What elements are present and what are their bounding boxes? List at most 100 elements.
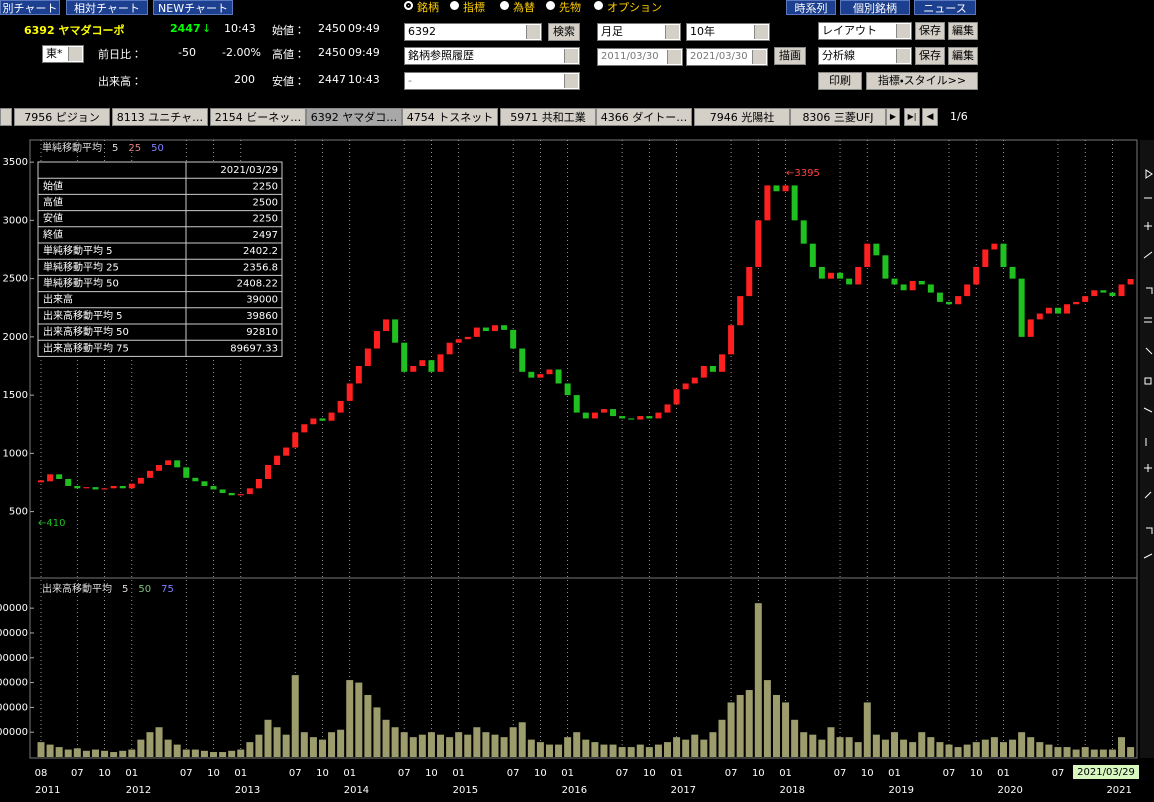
x-tick-label: 07 bbox=[1052, 768, 1065, 779]
layout-select[interactable]: レイアウト bbox=[818, 22, 912, 40]
volume-bar bbox=[500, 737, 508, 757]
volume-bar bbox=[91, 749, 99, 757]
tool-icons bbox=[1143, 169, 1153, 559]
code-input[interactable]: 6392 bbox=[404, 23, 542, 41]
volume-bar bbox=[900, 739, 908, 757]
toolbar-button[interactable]: NEWチャート bbox=[153, 0, 233, 15]
table-value: 89697.33 bbox=[230, 343, 278, 354]
volume-bar bbox=[927, 737, 935, 757]
candle bbox=[265, 465, 271, 479]
toolbar-button[interactable]: 個別銘柄 bbox=[840, 0, 910, 15]
candle bbox=[1000, 243, 1007, 267]
volume-bar bbox=[527, 739, 535, 757]
x-tick-label: 01 bbox=[561, 768, 574, 779]
radio-dot[interactable] bbox=[450, 1, 459, 10]
y-tick-label: 3500 bbox=[3, 157, 28, 168]
edit-button[interactable]: 編集 bbox=[948, 22, 978, 40]
candle bbox=[1036, 313, 1043, 320]
volume-bar bbox=[591, 742, 599, 757]
volume-bar bbox=[881, 739, 889, 757]
search-button[interactable]: 検索 bbox=[548, 23, 580, 41]
from-date[interactable]: 2011/03/30 bbox=[597, 48, 683, 66]
radio-label[interactable]: 銘柄 bbox=[417, 1, 439, 14]
candle bbox=[410, 365, 417, 372]
stock-tab[interactable]: 7946 光陽社 bbox=[694, 108, 790, 126]
stock-tab[interactable]: 8113 ユニチャ… bbox=[112, 108, 208, 126]
candle bbox=[555, 369, 562, 384]
radio-label[interactable]: 先物 bbox=[559, 1, 581, 14]
y-tick-label: 2500 bbox=[3, 274, 28, 285]
candle bbox=[528, 371, 535, 378]
candle bbox=[283, 447, 290, 456]
candle bbox=[837, 272, 844, 279]
tab-last[interactable]: ▶| bbox=[904, 108, 920, 126]
volume-bar bbox=[545, 744, 553, 757]
stock-tab[interactable]: 4366 ダイトー… bbox=[596, 108, 692, 126]
print-button[interactable]: 印刷 bbox=[818, 72, 862, 90]
analysis-select[interactable]: 分析線 bbox=[818, 47, 912, 65]
candle bbox=[119, 485, 126, 489]
radio-dot[interactable] bbox=[404, 1, 413, 10]
radio-label[interactable]: 為替 bbox=[513, 1, 535, 14]
candle bbox=[782, 185, 789, 192]
tab-back[interactable]: ◀ bbox=[922, 108, 938, 126]
toolbar-button[interactable]: 相対チャート bbox=[66, 0, 148, 15]
span-select[interactable]: 10年 bbox=[686, 23, 770, 41]
volume-bar bbox=[1099, 749, 1107, 757]
stock-tab[interactable]: 7956 ピジョン bbox=[14, 108, 110, 126]
volume-bar bbox=[627, 747, 635, 757]
volume-bar bbox=[282, 734, 290, 757]
x-tick-label: 10 bbox=[970, 768, 983, 779]
volume-bar bbox=[373, 707, 381, 757]
radio-dot[interactable] bbox=[594, 1, 603, 10]
interval-select[interactable]: 月足 bbox=[597, 23, 681, 41]
value: 2450 bbox=[318, 46, 346, 59]
volume-bar bbox=[200, 750, 208, 757]
stock-tab[interactable]: 5971 共和工業 bbox=[500, 108, 596, 126]
volume-bar bbox=[182, 749, 190, 757]
volume-bar bbox=[137, 739, 145, 757]
volume-bar bbox=[328, 732, 336, 757]
draw-button[interactable]: 描画 bbox=[774, 47, 806, 65]
stock-tab[interactable]: 4754 トスネット bbox=[402, 108, 498, 126]
radio-dot[interactable] bbox=[500, 1, 509, 10]
tab-next[interactable]: ▶ bbox=[886, 108, 900, 126]
sub-select[interactable]: - bbox=[404, 72, 580, 90]
stock-tab[interactable]: 8306 三菱UFJ bbox=[790, 108, 886, 126]
save-button[interactable]: 保存 bbox=[915, 47, 945, 65]
radio-label[interactable]: 指標 bbox=[463, 1, 485, 14]
toolbar-button[interactable]: 別チャート bbox=[0, 0, 60, 15]
volume-bar bbox=[318, 739, 326, 757]
candle bbox=[201, 481, 208, 486]
to-date[interactable]: 2021/03/30 bbox=[686, 48, 768, 66]
exchange-select[interactable]: 東* bbox=[42, 45, 84, 63]
candle bbox=[873, 243, 880, 256]
history-select[interactable]: 銘柄参照履歴 bbox=[404, 47, 580, 65]
radio-label[interactable]: オプション bbox=[607, 1, 662, 14]
stock-tab[interactable]: 6392 ヤマダコ… bbox=[306, 108, 402, 126]
save-button[interactable]: 保存 bbox=[915, 22, 945, 40]
stock-tab[interactable]: 2154 ビーネッ… bbox=[210, 108, 306, 126]
volume-bar bbox=[645, 747, 653, 757]
volume-bar bbox=[146, 732, 154, 757]
style-button[interactable]: 指標・スタイル>> bbox=[866, 72, 978, 90]
label: 高値： bbox=[272, 48, 305, 61]
x-tick-label: 01 bbox=[234, 768, 247, 779]
candle bbox=[691, 377, 698, 384]
value: -50 bbox=[178, 46, 196, 59]
volume-bar bbox=[682, 739, 690, 757]
candle bbox=[392, 319, 399, 343]
toolbar-button[interactable]: 時系列 bbox=[786, 0, 836, 15]
radio-dot[interactable] bbox=[546, 1, 555, 10]
candle bbox=[936, 292, 943, 302]
date-badge-box bbox=[1073, 765, 1139, 779]
toolbar-button[interactable]: ニュース bbox=[914, 0, 976, 15]
volume-bar bbox=[73, 748, 81, 757]
volume-bar bbox=[754, 603, 762, 757]
candle bbox=[1082, 296, 1089, 302]
x-tick-label: 10 bbox=[861, 768, 874, 779]
volume-bar bbox=[464, 734, 472, 757]
volume-bar bbox=[119, 750, 127, 757]
edit-button[interactable]: 編集 bbox=[948, 47, 978, 65]
label: 始値： bbox=[272, 24, 305, 37]
